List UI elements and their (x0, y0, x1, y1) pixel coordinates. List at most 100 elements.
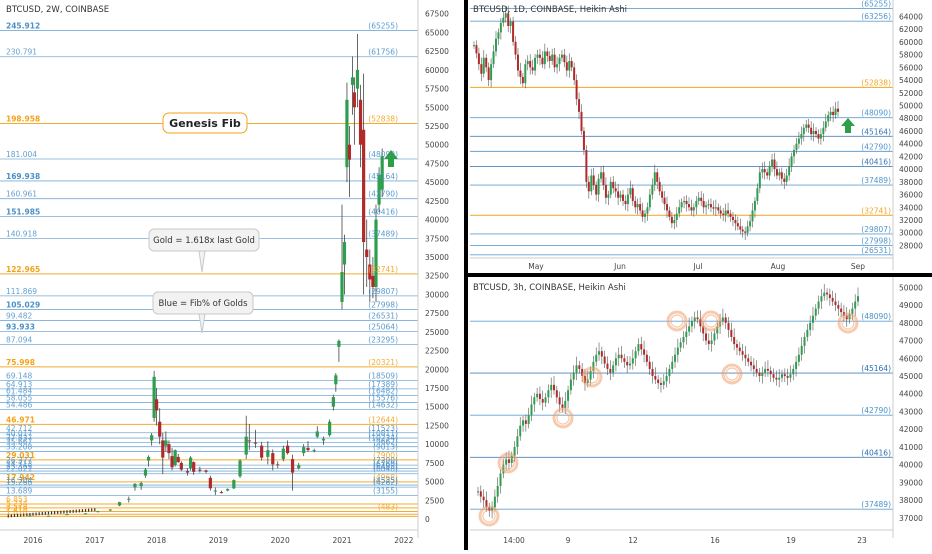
y-tick-label: 64000 (899, 12, 923, 21)
candle-body (260, 445, 264, 458)
candle-body (651, 368, 654, 377)
candle-body (781, 374, 783, 378)
candle-body (592, 175, 595, 186)
candle-body (682, 336, 685, 343)
candle-body (603, 356, 606, 364)
y-tick-label: 55000 (425, 103, 449, 112)
candle-body (575, 365, 578, 373)
candle-body (315, 431, 319, 437)
fib-ratio-label: 22.021 (6, 465, 32, 474)
candle-body (590, 175, 593, 192)
candle-body (612, 365, 615, 373)
candle-body (705, 333, 707, 341)
candle-body (247, 440, 251, 442)
left-chart-panel[interactable]: 6750065000625006000057500550005250050000… (0, 0, 449, 545)
candle-body (822, 127, 825, 135)
candle-body (139, 483, 143, 487)
y-tick-label: 42500 (425, 197, 449, 206)
candle-body (516, 436, 519, 447)
blue-callout[interactable]: Blue = Fib% of Golds (152, 291, 254, 334)
candle-body (641, 210, 644, 217)
candle-body (337, 340, 341, 347)
candle-body (479, 491, 482, 497)
candle-body (536, 393, 539, 398)
candle-body (306, 447, 310, 451)
candle-body (827, 115, 830, 122)
candle-body (485, 500, 488, 508)
candle-body (700, 197, 703, 201)
candle-body (662, 381, 665, 385)
candle-body (679, 342, 682, 348)
candle-body (661, 191, 664, 198)
x-tick-label: Jul (692, 262, 702, 271)
candle-body (340, 271, 344, 302)
level-price-label: (63256) (861, 12, 891, 21)
candle-body (688, 326, 691, 332)
y-tick-label: 46000 (899, 127, 923, 136)
fib-price-label: (4968) (373, 473, 398, 482)
candle-body (493, 496, 496, 508)
bottom-right-chart-panel[interactable]: 50000 49000 48000 47000 46000 45000 44000 43000… (470, 277, 923, 545)
candle-body (619, 194, 622, 198)
fib-price-label: (65255) (368, 22, 398, 31)
fib-price-label: (16482) (368, 387, 398, 396)
y-tick-label: 58000 (899, 51, 923, 60)
gold-callout[interactable]: Gold = 1.618x last Gold (148, 228, 260, 273)
blue-callout-text: Blue = Fib% of Golds (158, 299, 248, 309)
candle-body (266, 450, 270, 457)
candle-body (824, 121, 827, 128)
fib-price-label: (23295) (368, 336, 398, 345)
candle-body (345, 99, 349, 168)
fib-ratio-label: 198.958 (6, 114, 40, 123)
candle-body (707, 340, 710, 345)
candle-body (854, 301, 857, 309)
y-tick-label: 57500 (425, 85, 449, 94)
horizontal-divider (464, 273, 932, 277)
candle-body (710, 340, 713, 345)
candle-body (820, 296, 823, 302)
candle-body (519, 425, 522, 437)
fib-price-label: (10234) (368, 433, 398, 442)
y-tick-label: 35000 (425, 253, 449, 262)
candle-body (355, 69, 360, 89)
candle-body (567, 390, 570, 401)
candle-body (730, 329, 733, 337)
candle-body (551, 54, 554, 61)
candle-body (795, 143, 798, 151)
y-tick-label: 49000 (899, 301, 923, 310)
candle-body (580, 111, 583, 131)
candle-body (651, 185, 654, 195)
y-tick-label: 44000 (899, 390, 923, 399)
y-tick-label: 42000 (899, 152, 923, 161)
candle-body (563, 54, 566, 63)
candle-body (510, 455, 513, 463)
candle-body (817, 301, 820, 309)
candle-body (558, 57, 561, 65)
y-tick-label: 40000 (899, 165, 923, 174)
y-tick-label: 30000 (899, 229, 923, 238)
candle-body (653, 172, 656, 186)
level-price-label: (40416) (861, 448, 891, 457)
candle-body (629, 188, 632, 195)
candle-body (826, 292, 829, 295)
highlight-circle-inner (482, 509, 496, 523)
candle-body (788, 165, 791, 176)
candle-body (746, 226, 749, 233)
level-price-label: (45164) (861, 364, 891, 373)
genesis-fib-callout[interactable]: Genesis Fib (162, 112, 248, 134)
candle-body (192, 462, 196, 472)
candle-body (805, 124, 808, 128)
candle-body (352, 92, 356, 108)
candle-body (658, 181, 661, 192)
y-tick-label: 20000 (425, 365, 449, 374)
candle-body (204, 470, 208, 472)
level-price-label: (37489) (861, 176, 891, 185)
candle-body (253, 442, 258, 444)
candle-body (624, 200, 627, 205)
candle-body (572, 372, 575, 380)
candle-body (609, 368, 612, 373)
candle-body (731, 216, 734, 221)
y-tick-label: 48000 (899, 114, 923, 123)
candle-body (516, 54, 519, 71)
top-right-chart-panel[interactable]: 64000 62000 60000 58000 56000 54000 52000 50000… (470, 0, 923, 271)
